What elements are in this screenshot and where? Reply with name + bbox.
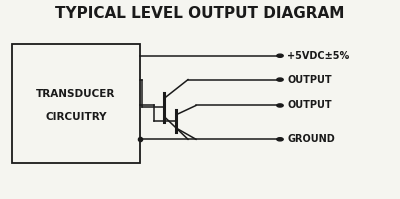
Circle shape	[277, 104, 283, 107]
Text: TYPICAL LEVEL OUTPUT DIAGRAM: TYPICAL LEVEL OUTPUT DIAGRAM	[55, 6, 345, 21]
Text: CIRCUITRY: CIRCUITRY	[45, 112, 107, 122]
Bar	[12, 44, 140, 163]
Text: OUTPUT: OUTPUT	[287, 100, 332, 110]
Text: TRANSDUCER: TRANSDUCER	[36, 89, 116, 99]
Text: GROUND: GROUND	[287, 134, 335, 144]
Text: OUTPUT: OUTPUT	[287, 75, 332, 85]
Circle shape	[277, 54, 283, 57]
Text: +5VDC±5%: +5VDC±5%	[287, 51, 350, 61]
Circle shape	[277, 138, 283, 141]
Circle shape	[277, 78, 283, 81]
